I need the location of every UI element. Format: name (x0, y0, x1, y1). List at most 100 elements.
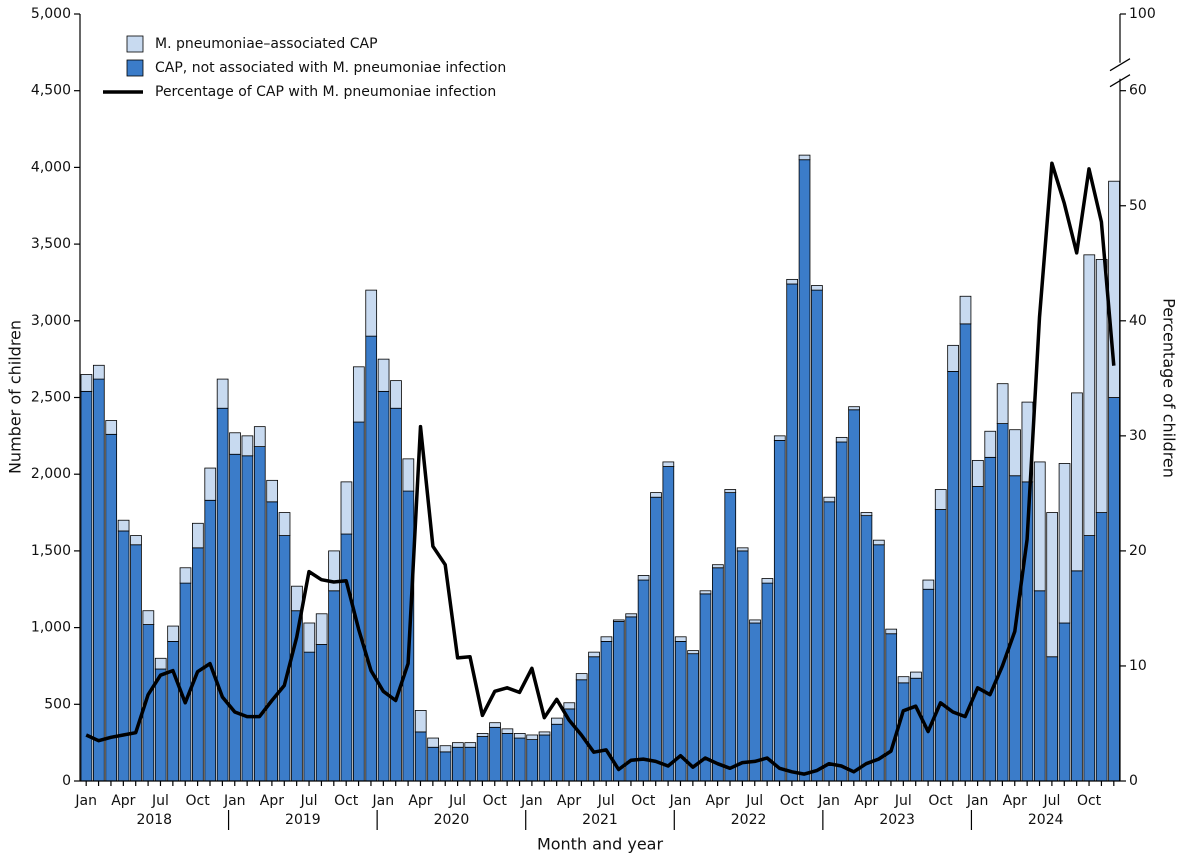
bar-segment (662, 461, 675, 467)
bar-segment (1083, 254, 1096, 536)
x-tick-label: Apr (557, 793, 581, 809)
bar-segment (1058, 463, 1071, 624)
bar-segment (1071, 570, 1083, 782)
year-label: 2020 (434, 812, 470, 828)
y2-tick-label: 20 (1129, 543, 1147, 559)
bar-segment (92, 364, 105, 380)
bar-segment (897, 676, 910, 684)
bar-segment (637, 575, 650, 581)
bar-segment (241, 455, 254, 782)
bar-segment (377, 358, 390, 392)
bar-segment (476, 733, 489, 737)
bar-segment (414, 731, 427, 782)
bar-segment (724, 489, 737, 494)
y2-axis-title: Percentage of children (1160, 298, 1179, 478)
x-tick-label: Apr (408, 793, 432, 809)
bar-segment (786, 283, 798, 782)
bar-segment (761, 578, 774, 584)
bar-segment (427, 746, 439, 782)
x-tick-label: Oct (631, 793, 656, 809)
bar-segment (811, 289, 823, 782)
bar-segment (352, 421, 365, 782)
bar-segment (390, 407, 402, 782)
bar-segment (328, 550, 340, 592)
bar-segment (464, 742, 477, 748)
bar-segment (130, 544, 142, 782)
year-label: 2023 (879, 812, 915, 828)
bar-segment (674, 636, 687, 642)
bar-segment (1046, 512, 1058, 658)
bar-segment (328, 590, 340, 782)
bar-segment (934, 489, 947, 510)
bar-segment (303, 622, 316, 653)
y2-tick-label: 30 (1129, 428, 1147, 444)
bar-segment (216, 407, 229, 782)
x-tick-label: Oct (1077, 793, 1102, 809)
bar-segment (501, 728, 514, 734)
bar-segment (848, 406, 860, 411)
bar-segment (278, 535, 291, 782)
bar-segment (551, 717, 563, 725)
bar-segment (241, 435, 254, 457)
bar-segment (390, 380, 402, 409)
year-label: 2018 (136, 812, 172, 828)
bar-segment (761, 582, 774, 782)
bar-segment (749, 619, 761, 624)
bar-segment (736, 547, 749, 552)
bar-segment (439, 745, 452, 753)
bar-segment (192, 547, 204, 782)
bar-segment (1058, 622, 1071, 782)
bar-segment (1046, 656, 1058, 782)
year-label: 2019 (285, 812, 321, 828)
bar-segment (501, 733, 514, 782)
bar-segment (551, 723, 563, 782)
bar-segment (625, 616, 638, 782)
bar-segment (352, 366, 365, 423)
bar-segment (637, 579, 650, 782)
bar-segment (1009, 429, 1021, 477)
bar-segment (315, 613, 328, 645)
bar-segment (699, 590, 712, 595)
y2-tick-label: 50 (1129, 198, 1147, 214)
bar-segment (253, 446, 266, 782)
bar-segment (972, 486, 984, 782)
x-tick-label: Oct (483, 793, 508, 809)
bar-segment (910, 671, 922, 679)
bar-segment (1095, 512, 1108, 782)
x-tick-label: Oct (780, 793, 805, 809)
bar-segment (117, 519, 130, 532)
y-tick-label: 3,500 (31, 236, 71, 252)
bar-segment (1083, 535, 1096, 782)
x-tick-label: Jan (372, 793, 395, 809)
year-label: 2022 (731, 812, 767, 828)
x-tick-label: Jul (151, 793, 169, 809)
bar-segment (848, 409, 860, 782)
y-axis-title: Number of children (6, 320, 25, 474)
year-label: 2021 (582, 812, 618, 828)
year-label: 2024 (1028, 812, 1064, 828)
bar-segment (340, 533, 353, 782)
bar-segment (489, 726, 501, 782)
bar-segment (625, 613, 638, 618)
y2-tick-label: 100 (1129, 6, 1156, 22)
bar-segment (773, 435, 786, 441)
legend-label: CAP, not associated with M. pneumoniae i… (155, 60, 506, 76)
y-tick-label: 500 (44, 696, 71, 712)
bar-segment (996, 383, 1009, 424)
bar-segment (278, 512, 291, 536)
bar-segment (1108, 397, 1120, 782)
bar-segment (204, 467, 217, 501)
percentage-line (85, 161, 1116, 776)
bar-segment (489, 722, 501, 728)
bar-segment (947, 371, 959, 782)
bar-segment (897, 682, 910, 782)
bar-segment (167, 641, 179, 782)
bar-segment (823, 501, 836, 782)
y2-tick-label: 0 (1129, 773, 1138, 789)
bar-segment (92, 378, 105, 782)
bar-segment (910, 677, 922, 782)
bar-segment (699, 593, 712, 782)
bar-segment (885, 633, 898, 782)
bar-segment (872, 539, 885, 546)
